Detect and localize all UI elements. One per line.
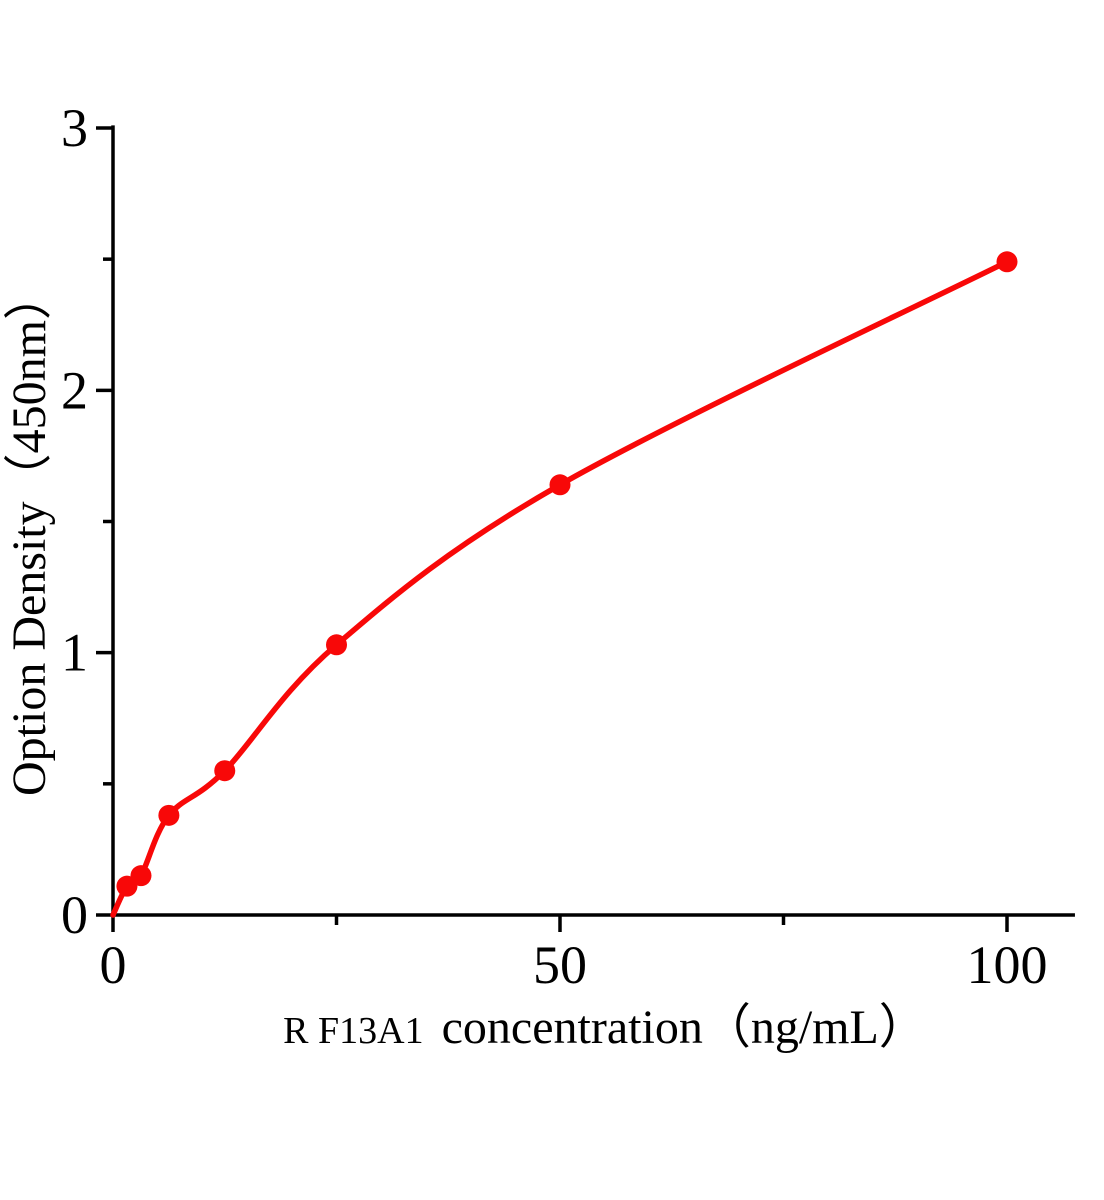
x-tick-label: 0 [100,935,127,995]
y-axis-title: Option Density（450nm） [3,272,56,796]
data-point-marker [996,251,1018,273]
x-axis-title-main: concentration（ng/mL） [441,1001,927,1054]
y-tick-label: 1 [61,623,88,683]
data-point-marker [214,760,236,782]
x-axis-title: R F13A1 concentration（ng/mL） [283,1004,927,1052]
x-axis-title-prefix: R F13A1 [283,1010,424,1052]
data-point-marker [130,865,152,887]
data-point-marker [549,474,571,496]
x-tick-label: 50 [533,935,587,995]
fit-curve [110,259,1010,918]
data-point-marker [326,634,347,656]
y-tick-label: 3 [61,98,88,158]
x-tick-label: 100 [967,935,1048,995]
y-tick-label: 0 [61,885,88,945]
data-point-marker [158,804,180,826]
y-tick-label: 2 [61,360,88,420]
